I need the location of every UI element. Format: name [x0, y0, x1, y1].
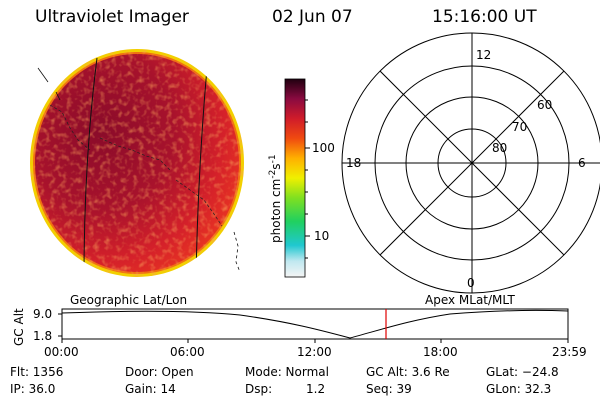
dsp-value: 1.2 [306, 382, 326, 396]
left-projection-label: Geographic Lat/Lon [70, 293, 188, 307]
altitude-plot [58, 308, 569, 343]
mlt-label-18: 18 [346, 156, 362, 170]
right-projection-label: Apex MLat/MLT [425, 293, 515, 307]
xtick-0000: 00:00 [44, 345, 79, 359]
altitude-ytick-high: 9.0 [33, 307, 53, 321]
altitude-ylabel: GC Alt [12, 308, 26, 346]
dsp-label: Dsp: [245, 382, 273, 396]
door-status: Door: Open [125, 365, 194, 379]
colorbar-unit-label: photon cm-2s-1 [268, 154, 283, 243]
flight-number: Flt: 1356 [10, 365, 64, 379]
mode-value: Mode: Normal [245, 365, 329, 379]
sequence-number: Seq: 39 [366, 382, 412, 396]
gain-value: Gain: 14 [125, 382, 176, 396]
mlt-label-12: 12 [476, 48, 492, 62]
xtick-1200: 12:00 [297, 345, 332, 359]
gc-altitude: GC Alt: 3.6 Re [366, 365, 450, 379]
geographic-latitude: GLat: −24.8 [486, 365, 559, 379]
time-label: 15:16:00 UT [432, 7, 537, 27]
lat-label-70: 70 [512, 120, 528, 134]
lat-label-60: 60 [537, 98, 553, 112]
colorbar [284, 78, 310, 278]
instrument-title: Ultraviolet Imager [35, 7, 189, 27]
colorbar-tick-100: 100 [312, 141, 335, 155]
mlt-label-6: 6 [578, 156, 586, 170]
altitude-ytick-low: 1.8 [33, 329, 53, 343]
date-label: 02 Jun 07 [272, 7, 353, 27]
polar-grid [341, 32, 600, 294]
xtick-2359: 23:59 [552, 345, 587, 359]
mlt-label-0: 0 [467, 276, 475, 290]
lat-label-80: 80 [492, 141, 508, 155]
colorbar-tick-10: 10 [314, 229, 330, 243]
geographic-longitude: GLon: 32.3 [486, 382, 552, 396]
earth-disk [30, 49, 244, 277]
xtick-1800: 18:00 [423, 345, 458, 359]
xtick-0600: 06:00 [170, 345, 205, 359]
ip-value: IP: 36.0 [10, 382, 56, 396]
